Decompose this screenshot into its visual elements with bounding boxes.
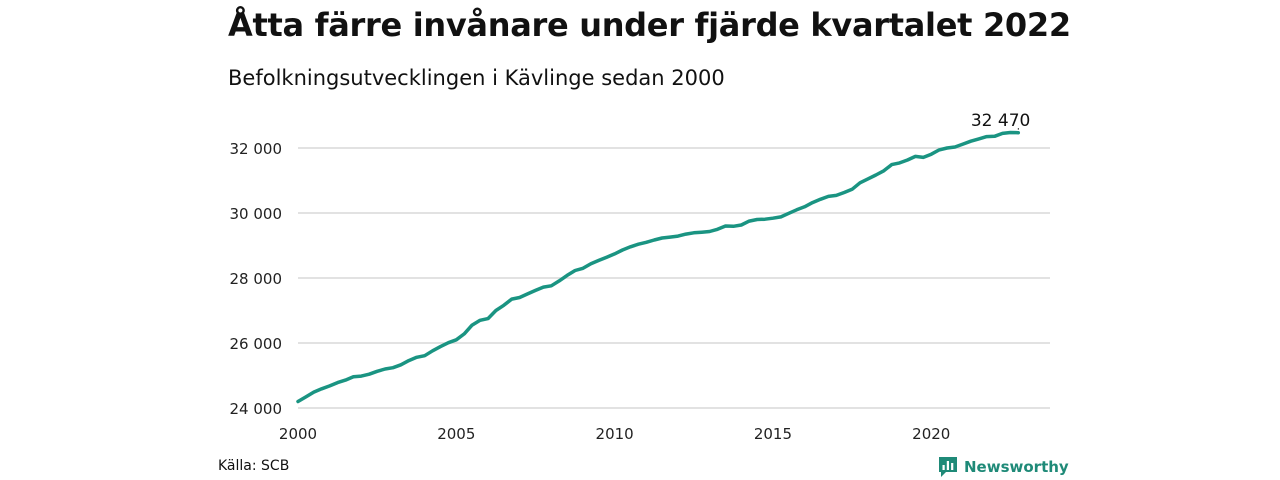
series-line [296,130,1021,404]
x-tick-label: 2000 [279,425,317,443]
y-tick-label: 24 000 [230,400,283,418]
x-tick-label: 2005 [437,425,475,443]
x-tick-label: 2015 [754,425,792,443]
x-tick-label: 2010 [596,425,634,443]
bar-chart-logo-icon [939,457,957,477]
y-tick-label: 32 000 [230,140,283,158]
source-label: Källa: SCB [218,458,290,474]
chart-subtitle: Befolkningsutvecklingen i Kävlinge sedan… [228,66,725,90]
x-tick-label: 2020 [912,425,950,443]
y-tick-label: 26 000 [230,335,283,353]
brand-logo: Newsworthy [938,456,1069,478]
last-value-label: 32 470 [971,111,1030,131]
brand-name: Newsworthy [964,458,1069,476]
y-tick-label: 30 000 [230,205,283,223]
y-tick-label: 28 000 [230,270,283,288]
chart-title: Åtta färre invånare under fjärde kvartal… [228,6,1071,44]
